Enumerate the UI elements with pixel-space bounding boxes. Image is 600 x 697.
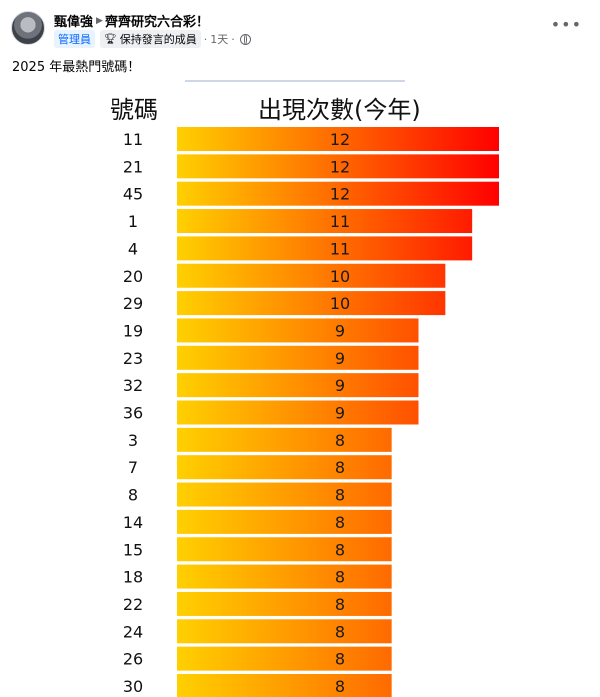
- bar-value-label: 10: [330, 267, 350, 286]
- category-label: 14: [123, 513, 143, 532]
- bar: [177, 263, 446, 288]
- bar-value-label: 9: [335, 404, 345, 423]
- bar: [177, 181, 499, 206]
- category-label: 20: [123, 267, 143, 286]
- category-label: 11: [123, 130, 143, 149]
- category-label: 22: [123, 595, 143, 614]
- bar: [177, 646, 392, 671]
- admin-badge[interactable]: 管理員: [54, 30, 95, 48]
- separator-dot: ·: [203, 32, 208, 46]
- bar: [177, 509, 392, 534]
- bar: [177, 318, 419, 343]
- bar: [177, 209, 473, 234]
- bar-value-label: 9: [335, 349, 345, 368]
- column-header-count: 出現次數(今年): [258, 96, 421, 124]
- bar-value-label: 8: [335, 431, 345, 450]
- group-name[interactable]: 齊齊研究六合彩！: [104, 15, 209, 30]
- post-meta: 管理員 🏆︎ 保持發言的成員 · 1天 ·: [54, 30, 251, 48]
- column-header-number: 號碼: [110, 96, 158, 124]
- bar: [177, 345, 419, 370]
- chart-image: 號碼 出現次數(今年) 11 12 21 12 45 12 1 11 4 11 20 10 29 10 19…: [0, 80, 600, 697]
- bar: [177, 373, 419, 398]
- bar: [177, 400, 419, 425]
- bar: [177, 482, 392, 507]
- bar-value-label: 8: [335, 568, 345, 587]
- post-header: 甄偉強 ▶ 齊齊研究六合彩！ 管理員 🏆︎ 保持發言的成員 · 1天 · •••: [0, 0, 600, 52]
- bar-value-label: 9: [335, 321, 345, 340]
- category-label: 15: [123, 540, 143, 559]
- category-label: 30: [123, 677, 143, 696]
- bar-value-label: 11: [330, 212, 350, 231]
- separator-dot-2: ·: [231, 32, 235, 46]
- bar: [177, 154, 499, 179]
- category-label: 4: [128, 239, 138, 258]
- category-label: 1: [128, 212, 138, 231]
- bar-value-label: 8: [335, 650, 345, 669]
- bar-value-label: 8: [335, 513, 345, 532]
- bar-value-label: 11: [330, 239, 350, 258]
- category-label: 26: [123, 650, 143, 669]
- bar-value-label: 12: [330, 157, 350, 176]
- bar: [177, 537, 392, 562]
- author-avatar[interactable]: [11, 11, 45, 45]
- bar-value-label: 8: [335, 486, 345, 505]
- member-badge[interactable]: 🏆︎ 保持發言的成員: [100, 30, 201, 48]
- bar: [177, 591, 392, 616]
- trophy-icon: 🏆︎: [104, 33, 117, 45]
- bar: [177, 291, 446, 316]
- category-label: 23: [123, 349, 143, 368]
- category-label: 45: [123, 185, 143, 204]
- bar-value-label: 9: [335, 376, 345, 395]
- category-label: 29: [123, 294, 143, 313]
- category-label: 18: [123, 568, 143, 587]
- member-badge-label: 保持發言的成員: [119, 33, 197, 46]
- bar: [177, 236, 473, 261]
- bar-value-label: 8: [335, 595, 345, 614]
- bar: [177, 674, 392, 697]
- bar: [177, 427, 392, 452]
- category-label: 19: [123, 321, 143, 340]
- more-horizontal-icon[interactable]: •••: [550, 15, 582, 34]
- caret-right-icon: ▶: [96, 15, 103, 26]
- category-label: 24: [123, 622, 143, 641]
- category-label: 8: [128, 486, 138, 505]
- category-label: 32: [123, 376, 143, 395]
- bar-value-label: 8: [335, 458, 345, 477]
- bar: [177, 127, 499, 151]
- chart-top-edge: [185, 80, 405, 82]
- bar-value-label: 8: [335, 540, 345, 559]
- bar-value-label: 8: [335, 677, 345, 696]
- bar: [177, 564, 392, 589]
- category-label: 21: [123, 157, 143, 176]
- globe-icon: [239, 33, 251, 45]
- bar-value-label: 12: [330, 185, 350, 204]
- author-name[interactable]: 甄偉強: [54, 15, 94, 30]
- category-label: 7: [128, 458, 138, 477]
- bar-value-label: 10: [330, 294, 350, 313]
- bar: [177, 619, 392, 644]
- post-time[interactable]: 1天: [210, 33, 229, 46]
- category-label: 36: [123, 404, 143, 423]
- category-label: 3: [128, 431, 138, 450]
- bar-value-label: 8: [335, 622, 345, 641]
- bar-value-label: 12: [330, 130, 350, 149]
- bar: [177, 455, 392, 480]
- author-line: 甄偉強 ▶ 齊齊研究六合彩！: [54, 11, 209, 30]
- post-text: 2025 年最熱門號碼！: [12, 60, 141, 75]
